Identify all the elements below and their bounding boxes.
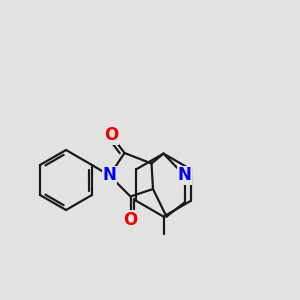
Text: O: O (104, 126, 118, 144)
Text: O: O (123, 211, 138, 229)
Text: N: N (178, 167, 191, 184)
Text: N: N (103, 167, 116, 184)
